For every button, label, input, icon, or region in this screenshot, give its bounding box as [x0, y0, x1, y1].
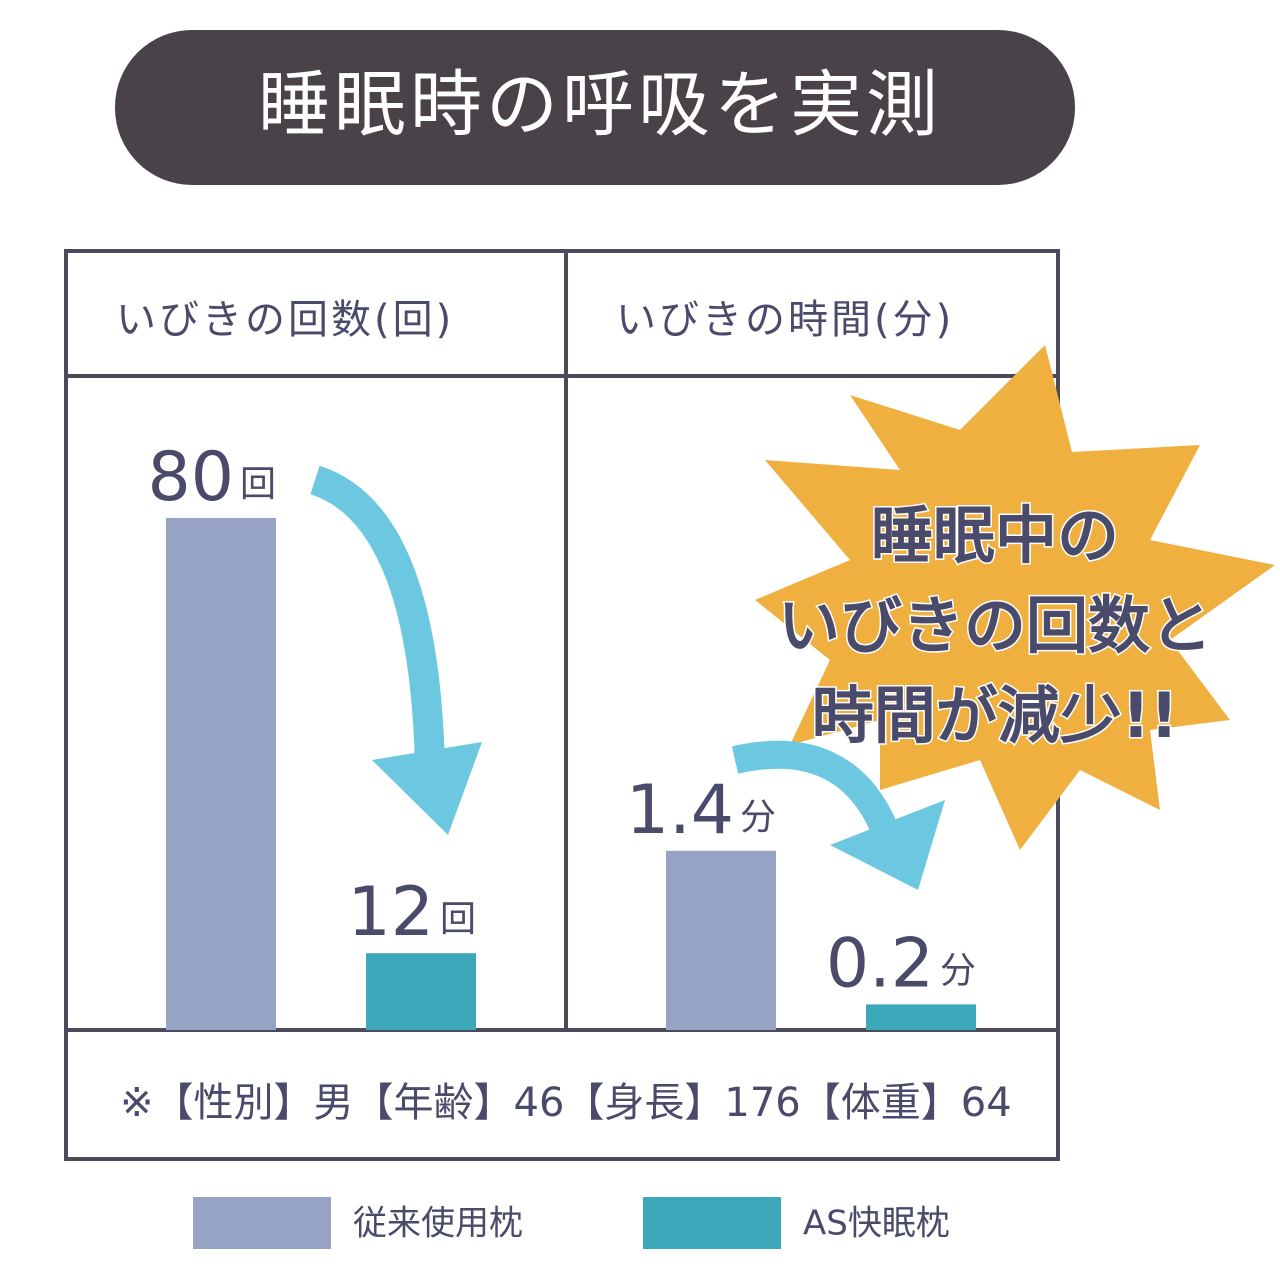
annotation-line: いびきの回数と — [778, 589, 1212, 662]
value-label: 0.2 — [826, 924, 934, 1003]
legend-label: AS快眠枕 — [803, 1204, 950, 1244]
chart-title: いびきの回数(回) — [116, 297, 454, 343]
starburst — [755, 345, 1275, 850]
value-label: 1.4 — [626, 771, 734, 850]
arrow-head — [830, 800, 945, 890]
value-unit: 分 — [940, 950, 976, 991]
bar — [866, 1004, 976, 1030]
arrow — [731, 740, 898, 836]
legend: 従来使用枕 AS快眠枕 — [193, 1197, 950, 1249]
value-label: 12 — [347, 873, 434, 952]
legend-swatch — [643, 1197, 781, 1249]
title-pill — [115, 30, 1075, 185]
value-unit: 回 — [240, 464, 276, 505]
value-unit: 回 — [440, 899, 476, 940]
bar — [366, 953, 476, 1030]
legend-label: 従来使用枕 — [353, 1204, 523, 1244]
bar — [666, 850, 776, 1030]
bar — [166, 518, 276, 1030]
arrow-head — [372, 742, 482, 835]
title: 睡眠時の呼吸を実測 — [258, 63, 942, 147]
legend-swatch — [193, 1197, 331, 1249]
value-unit: 分 — [740, 797, 776, 838]
arrow — [309, 465, 445, 771]
annotation-line: 睡眠中の — [871, 499, 1119, 572]
chart-title: いびきの時間(分) — [616, 297, 954, 343]
annotation-line: 時間が減少!! — [812, 679, 1179, 752]
note: ※【性別】男【年齢】46【身長】176【体重】64 — [120, 1080, 1012, 1126]
value-label: 80 — [147, 438, 234, 517]
